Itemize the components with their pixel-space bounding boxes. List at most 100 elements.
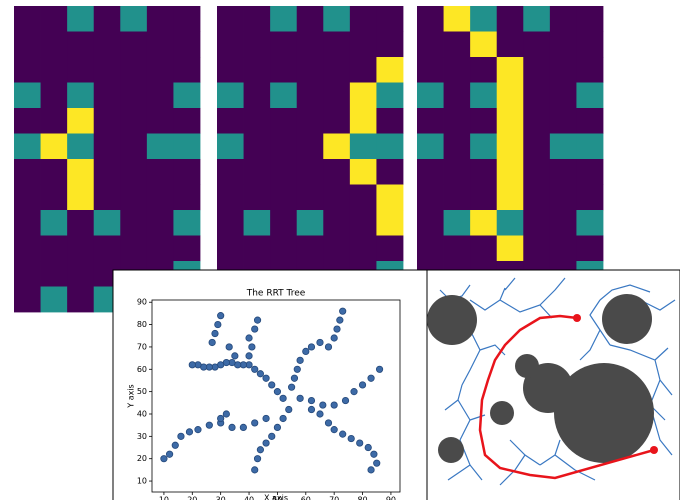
grid-cell [67, 133, 95, 160]
grid-cell [40, 210, 68, 236]
grid-cell [443, 57, 471, 83]
scatter-point [245, 334, 253, 342]
grid-cell [496, 159, 524, 185]
scatter-point [248, 343, 256, 351]
grid-cell [523, 6, 551, 32]
grid-cell [14, 6, 41, 32]
scatter-point [316, 338, 324, 347]
scatter-point [165, 450, 174, 458]
chart-title: The RRT Tree [246, 289, 306, 299]
scatter-point [336, 316, 344, 324]
planned-path [478, 314, 655, 480]
grid-cell [173, 108, 201, 134]
grid-cell [576, 235, 604, 262]
grid-cell [549, 108, 577, 134]
grid-cell [243, 108, 271, 134]
grid-cell [296, 6, 324, 32]
scatter-point [307, 405, 316, 414]
grid-cell [67, 31, 95, 58]
y-tick-label: 40 [137, 409, 147, 418]
grid-cell [296, 57, 324, 83]
grid-cell [576, 6, 604, 32]
scatter-point [228, 423, 236, 432]
grid-cell [40, 184, 68, 211]
grid-cell [349, 159, 377, 185]
grid-cell [173, 159, 201, 185]
start-point [573, 314, 581, 322]
grid-cell [270, 57, 298, 83]
grid-cell [323, 235, 351, 262]
grid-cell [14, 184, 41, 211]
y-tick-label: 70 [137, 342, 147, 351]
y-tick-label: 80 [137, 320, 147, 329]
grid-cell [443, 184, 471, 211]
grid-cell [443, 210, 471, 236]
grid-cell [443, 133, 471, 160]
scatter-point [373, 459, 381, 467]
grid-cell [523, 159, 551, 185]
grid-cell [417, 108, 444, 134]
grid-cell [376, 6, 404, 32]
grid-cell [120, 82, 148, 109]
grid-cell [349, 82, 377, 109]
grid-cell [376, 82, 404, 109]
goal-point [650, 446, 658, 454]
scatter-point [268, 381, 276, 389]
grid-cell [549, 31, 577, 58]
grid-cell [496, 184, 524, 211]
grid-cell [40, 6, 68, 32]
grid-cell [496, 133, 524, 160]
grid-cell [323, 184, 351, 211]
grid-cell [296, 235, 324, 262]
grid-cell [349, 210, 377, 236]
x-tick-label: 50 [272, 496, 282, 500]
scatter-point [370, 450, 378, 458]
grid-cell [576, 133, 604, 160]
grid-cell [349, 184, 377, 211]
grid-cell [417, 235, 444, 262]
grid-cell [323, 210, 351, 236]
scatter-point [339, 430, 347, 438]
grid-cell [443, 159, 471, 185]
grid-cell [173, 184, 201, 211]
grid-cell [496, 6, 524, 32]
scatter-point [330, 426, 338, 434]
scatter-point [290, 374, 299, 382]
grid-cell [146, 133, 174, 160]
grid-cell [120, 133, 148, 160]
y-tick-label: 30 [137, 432, 147, 441]
scatter-point [268, 432, 276, 440]
grid-cell [270, 82, 298, 109]
grid-cell [417, 82, 444, 109]
scatter-point [217, 414, 225, 423]
scatter-point [256, 370, 264, 378]
grid-cell [443, 31, 471, 58]
grid-cell [67, 261, 95, 287]
grid-cell [349, 6, 377, 32]
grid-cell [349, 235, 377, 262]
scatter-point [251, 466, 259, 474]
grid-cell [496, 57, 524, 83]
scatter-point [341, 396, 350, 405]
grid-cell [93, 6, 121, 32]
grid-cell [67, 6, 95, 32]
grid-cell [417, 6, 444, 32]
grid-cell [417, 133, 444, 160]
grid-cell [14, 31, 41, 58]
scatter-point [375, 365, 384, 373]
grid-cell [67, 108, 95, 134]
scatter-point [339, 307, 347, 315]
grid-cell [376, 159, 404, 185]
grid-cell [67, 82, 95, 109]
grid-cell [417, 159, 444, 185]
grid-cell [496, 82, 524, 109]
grid-panels [14, 6, 604, 313]
grid-cell [217, 210, 244, 236]
grid-cell [523, 210, 551, 236]
grid-cell [173, 210, 201, 236]
scatter-point [253, 455, 262, 463]
scatter-point [364, 443, 372, 452]
scatter-point [231, 352, 239, 360]
grid-cell [146, 210, 174, 236]
x-tick-label: 60 [301, 496, 311, 500]
